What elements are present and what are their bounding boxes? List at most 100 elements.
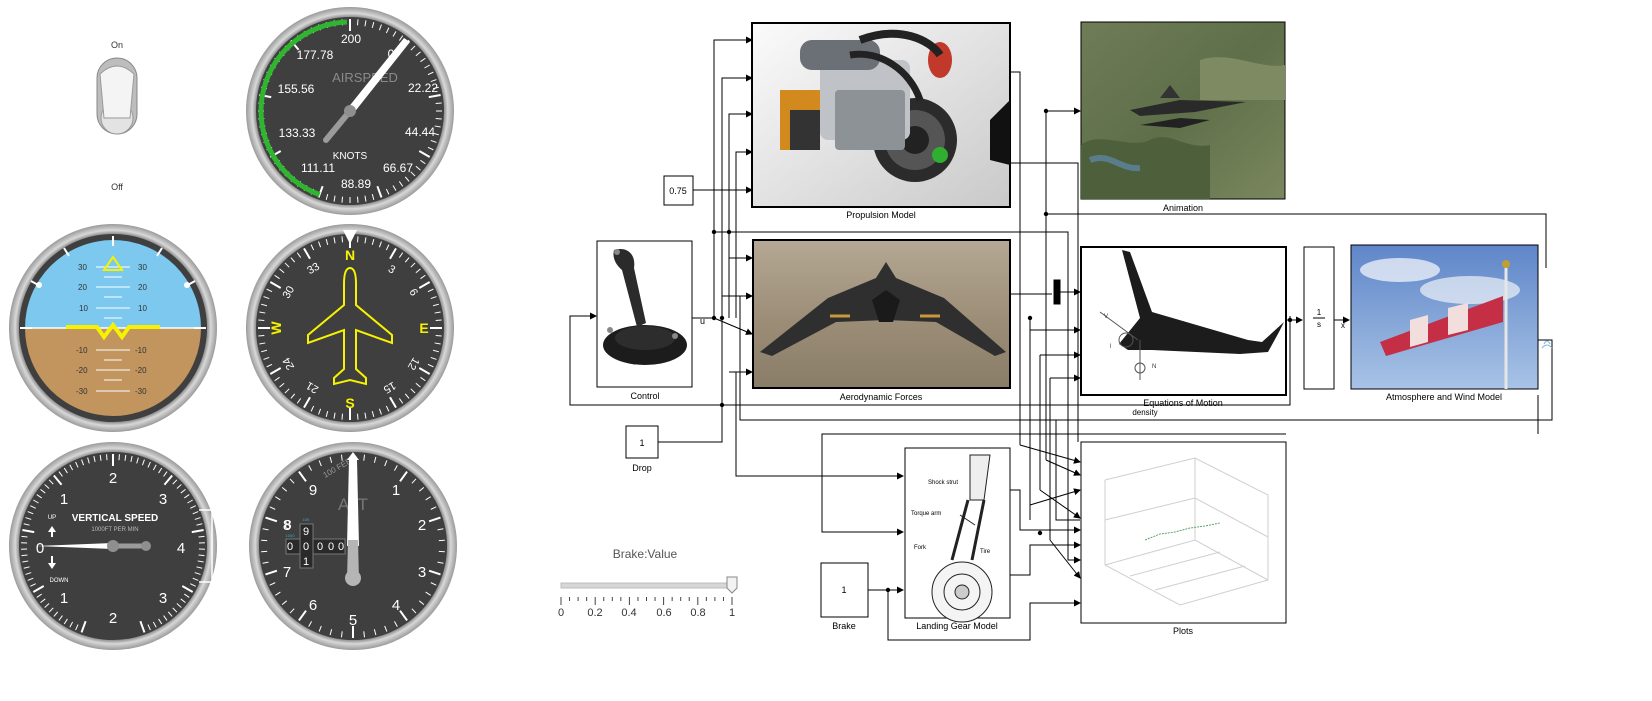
gauge-tick (398, 181, 404, 187)
control-block[interactable]: u Control (596, 240, 705, 401)
gauge-tick (298, 610, 307, 622)
gauge-tick (99, 454, 102, 461)
gauge-tick (30, 583, 36, 587)
propulsion-model-block[interactable]: Propulsion Model (751, 22, 1011, 220)
altimeter-number: 9 (309, 482, 317, 499)
drum-bottom-digit: 1 (303, 556, 309, 568)
gauge-tick (152, 464, 157, 471)
altimeter-short-needle (347, 540, 359, 580)
plots-block[interactable]: Plots (1080, 441, 1287, 636)
airspeed-tick-label: 66.67 (383, 161, 413, 175)
altimeter-number: 5 (349, 612, 357, 629)
gauge-tick (196, 566, 203, 569)
gauge-tick (259, 311, 266, 314)
gauge-tick (385, 27, 390, 34)
gauge-tick (172, 479, 178, 485)
gauge-tick (378, 241, 382, 248)
vertical-speed-indicator: 0 1 2 3 4 1 2 3 VERTICAL SPEED 1000FT PE… (9, 442, 217, 650)
gauge-tick (296, 398, 302, 404)
gauge-tick (420, 159, 426, 165)
slider-thumb[interactable] (726, 576, 738, 594)
gauge-tick (430, 79, 437, 83)
slider-track[interactable] (560, 582, 734, 589)
brake-constant-box[interactable] (820, 562, 869, 618)
control-block-label: Control (630, 391, 659, 401)
plots-block-frame[interactable] (1080, 441, 1287, 624)
gauge-tick (333, 237, 336, 244)
vsi-number: 2 (109, 470, 117, 487)
drop-constant-block[interactable]: 1 Drop (625, 425, 659, 473)
atmosphere-wind-block[interactable]: Atmosphere and Wind Model (1350, 244, 1553, 402)
gauge-tick (418, 150, 431, 158)
vsi-hub (107, 540, 119, 552)
gauge-tick (325, 410, 329, 417)
integrator-block[interactable]: 1 s x (1303, 246, 1345, 390)
gauge-tick (21, 535, 28, 538)
gauge-tick (425, 496, 431, 501)
pitch-label: 30 (78, 263, 87, 272)
toggle-switch[interactable]: On Off (96, 40, 138, 192)
drum-digit: 0 (328, 541, 334, 553)
plots-3d-axes (1104, 457, 1269, 606)
eom-block-frame[interactable] (1080, 246, 1287, 396)
gauge-tick (263, 356, 270, 360)
gauge-tick (63, 467, 68, 474)
gauge-tick (290, 257, 296, 263)
heading-cardinal-n: N (345, 247, 355, 263)
gauge-tick (371, 239, 375, 246)
vsi-tail-knob (141, 541, 151, 551)
brake-constant-block[interactable]: 1 Brake (820, 562, 869, 631)
gauge-tick (289, 478, 295, 484)
bank-ticks (20, 236, 206, 329)
heading-aircraft-icon (307, 266, 393, 386)
gauge-tick (378, 24, 382, 31)
equations-of-motion-block[interactable]: V l N Equations of Motion density (1080, 246, 1287, 417)
gauge-tick (180, 598, 186, 604)
gauge-tick (411, 608, 417, 614)
vsi-number: 4 (177, 540, 185, 557)
drum-frame (285, 538, 346, 555)
heading-cardinal-s: S (345, 395, 354, 411)
aerodynamic-forces-block[interactable]: Aerodynamic Forces (752, 239, 1011, 402)
vsi-up-arrow-icon (48, 526, 56, 537)
throttle-constant-box[interactable] (663, 175, 694, 206)
toggle-on-label: On (111, 40, 123, 50)
altimeter: 1 2 3 4 5 6 7 8 9 100 FEET ALT 9 0 0 0 0… (249, 442, 457, 650)
gauge-tick (53, 611, 59, 617)
gauge-tick (147, 624, 151, 631)
gauge-tick (22, 529, 35, 534)
gauge-tick (27, 577, 34, 581)
aero-block-label: Aerodynamic Forces (840, 392, 923, 402)
toggle-lever[interactable] (99, 65, 135, 119)
gauge-tick (430, 582, 437, 586)
gauge-tick (275, 591, 281, 596)
bank-dot (184, 282, 190, 288)
gauge-tick (363, 631, 366, 638)
gauge-tick (384, 625, 388, 632)
throttle-constant-block[interactable]: 0.75 (663, 175, 694, 206)
animation-block[interactable]: Animation (1080, 21, 1286, 213)
slider-tick-label: 1 (729, 607, 735, 619)
heading-number: 33 (305, 261, 322, 278)
annotation-fork: Fork (914, 545, 927, 551)
gauge-tick (279, 382, 285, 388)
gauge-tick (398, 252, 404, 258)
drop-constant-box[interactable] (625, 425, 659, 459)
atmos-block-label: Atmosphere and Wind Model (1386, 392, 1502, 402)
brake-slider[interactable]: Brake:Value 0 0.2 0.4 0.6 0.8 1 (558, 547, 738, 619)
airspeed-needle (347, 38, 410, 114)
gauge-tick (392, 185, 397, 191)
airspeed-indicator: 200 22.22 44.44 66.67 88.89 111.11 133.3… (246, 7, 454, 215)
vsi-subtitle: 1000FT PER MIN (91, 527, 138, 533)
gauge-tick (27, 511, 34, 515)
gauge-tick (48, 479, 54, 485)
gauge-tick (430, 296, 437, 300)
gauge-tick (333, 195, 336, 202)
control-block-frame[interactable] (596, 240, 693, 388)
gauge-tick (262, 528, 269, 531)
gauge-tick (192, 511, 199, 515)
landing-gear-block[interactable]: Shock strut Torque arm Fork Tire Landing… (904, 447, 1011, 631)
pitch-label: 10 (138, 304, 147, 313)
pitch-label: -10 (76, 346, 88, 355)
